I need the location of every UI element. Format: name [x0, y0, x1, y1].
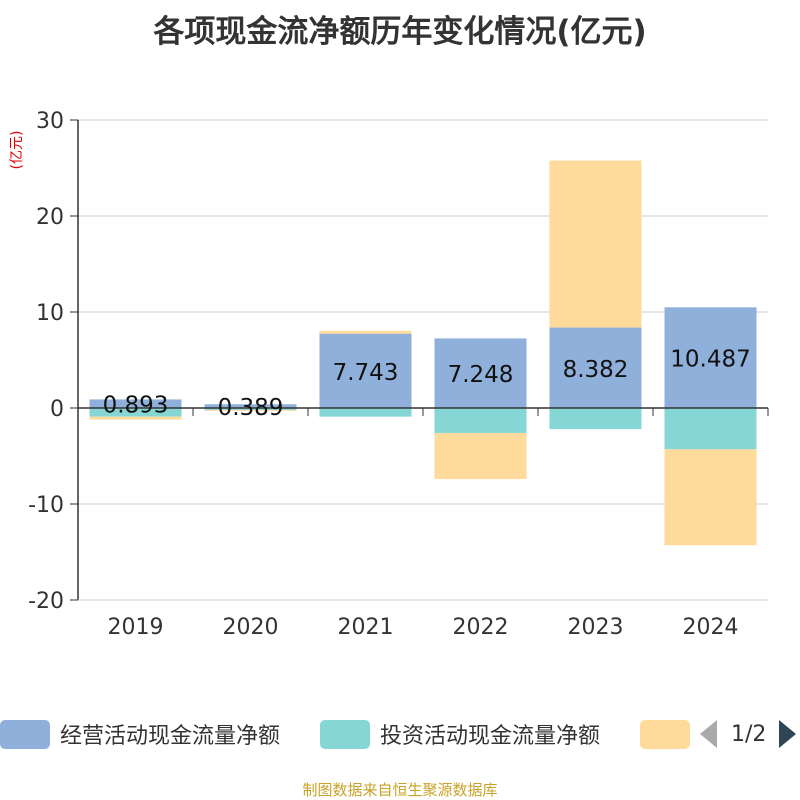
bar-financing: [204, 409, 297, 411]
x-tick-label: 2023: [568, 615, 624, 640]
legend-pager: 1/2: [700, 718, 797, 750]
chart-plot: 30 20 10 0 -10 -20 2019 2020 2021 2022 2023 2024 0.8…: [28, 109, 769, 640]
legend-item-investing[interactable]: 投资活动现金流量净额: [320, 718, 600, 750]
bar-investing: [89, 408, 182, 417]
legend-label-investing: 投资活动现金流量净额: [380, 724, 601, 749]
legend-page-indicator: 1/2: [731, 721, 767, 747]
legend-item-financing[interactable]: [640, 718, 690, 750]
bar-operating: [664, 307, 757, 408]
y-tick-label: 10: [36, 301, 64, 326]
bar-financing: [434, 432, 527, 480]
bar-investing: [204, 408, 297, 410]
data-label: 0.893: [103, 393, 169, 419]
bar-financing: [319, 330, 412, 334]
y-tick-label: -20: [28, 589, 64, 614]
legend-swatch-operating: [0, 719, 50, 749]
bar-financing: [664, 449, 757, 546]
bar-operating: [319, 333, 412, 408]
x-tick-label: 2022: [453, 615, 509, 640]
chart-title: 各项现金流净额历年变化情况(亿元): [153, 14, 647, 50]
legend-item-operating[interactable]: 经营活动现金流量净额: [0, 718, 280, 750]
bar-operating: [434, 338, 527, 408]
data-label: 0.389: [218, 395, 284, 421]
legend-swatch-investing: [320, 719, 370, 749]
data-label: 10.487: [670, 347, 750, 373]
y-tick-label: -10: [28, 493, 64, 518]
legend-label-operating: 经营活动现金流量净额: [60, 724, 281, 749]
legend: 经营活动现金流量净额 投资活动现金流量净额 1/2: [0, 714, 800, 754]
x-tick-label: 2021: [338, 615, 394, 640]
bar-investing: [434, 408, 527, 433]
bar-operating: [549, 327, 642, 408]
bar-financing: [89, 416, 182, 420]
data-label: 8.382: [563, 357, 629, 383]
legend-next-arrow-icon[interactable]: [779, 720, 797, 748]
data-label: 7.248: [448, 362, 514, 388]
x-tick-label: 2020: [223, 615, 279, 640]
x-tick-label: 2024: [683, 615, 739, 640]
y-tick-label: 30: [36, 109, 64, 134]
legend-prev-arrow-icon[interactable]: [700, 720, 717, 748]
y-tick-label: 20: [36, 205, 64, 230]
bar-investing: [319, 408, 412, 417]
y-tick-label: 0: [50, 397, 64, 422]
data-label: 7.743: [333, 360, 399, 386]
x-tick-label: 2019: [108, 615, 164, 640]
bar-investing: [664, 408, 757, 450]
bar-financing: [549, 160, 642, 328]
bar-operating: [89, 399, 182, 408]
data-source-note: 制图数据来自恒生聚源数据库: [302, 781, 498, 799]
legend-swatch-financing: [640, 719, 690, 749]
bar-operating: [204, 404, 297, 408]
bar-investing: [549, 408, 642, 430]
